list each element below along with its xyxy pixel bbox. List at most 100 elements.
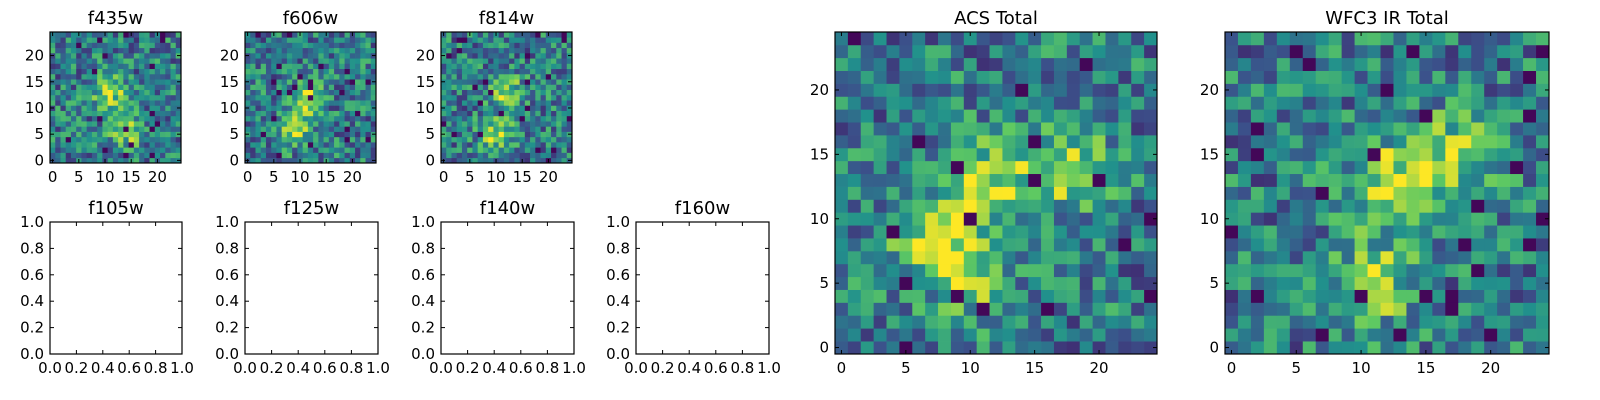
- heatmap-cell: [1393, 328, 1407, 342]
- heatmap-cell: [97, 32, 103, 38]
- heatmap-cell: [1380, 122, 1394, 136]
- heatmap-cell: [65, 152, 72, 159]
- heatmap-cell: [1053, 44, 1068, 59]
- heatmap-cell: [370, 126, 377, 132]
- heatmap-cell: [154, 42, 161, 49]
- heatmap-cell: [292, 121, 298, 127]
- heatmap-cell: [530, 131, 536, 138]
- heatmap-cell: [1471, 186, 1485, 200]
- heatmap-cell: [276, 84, 283, 90]
- heatmap-cell: [255, 100, 262, 106]
- heatmap-cell: [1092, 328, 1106, 342]
- heatmap-cell: [355, 89, 361, 96]
- heatmap-cell: [365, 142, 372, 148]
- heatmap-cell: [50, 37, 56, 43]
- heatmap-cell: [60, 110, 67, 117]
- heatmap-cell: [149, 126, 156, 132]
- heatmap-cell: [265, 73, 272, 80]
- heatmap-cell: [265, 42, 272, 49]
- heatmap-cell: [482, 157, 489, 164]
- heatmap-cell: [1144, 109, 1158, 123]
- heatmap-cell: [70, 84, 77, 90]
- heatmap-cell: [561, 68, 568, 75]
- heatmap-cell: [318, 121, 324, 127]
- heatmap-cell: [835, 212, 849, 226]
- heatmap-cell: [1367, 147, 1381, 162]
- heatmap-cell: [524, 126, 531, 132]
- heatmap-cell: [1263, 70, 1278, 84]
- heatmap-cell: [307, 105, 314, 111]
- heatmap-cell: [328, 126, 335, 132]
- heatmap-cell: [899, 147, 913, 162]
- heatmap-cell: [86, 32, 93, 38]
- heatmap-cell: [318, 136, 324, 143]
- heatmap-cell: [1458, 341, 1472, 355]
- heatmap-cell: [250, 89, 256, 96]
- heatmap-cell: [556, 142, 562, 148]
- heatmap-cell: [566, 142, 573, 148]
- heatmap-cell: [160, 79, 166, 85]
- heatmap-cell: [1380, 70, 1394, 84]
- heatmap-cell: [55, 73, 61, 80]
- heatmap-cell: [123, 136, 129, 143]
- heatmap-cell: [1406, 289, 1420, 303]
- heatmap-cell: [925, 147, 939, 162]
- heatmap-cell: [1523, 135, 1537, 149]
- heatmap-cell: [1458, 276, 1472, 290]
- heatmap-cell: [1367, 225, 1381, 239]
- heatmap-cell: [128, 126, 135, 132]
- heatmap-cell: [1510, 289, 1524, 303]
- heatmap-cell: [899, 96, 913, 110]
- heatmap-cell: [545, 147, 552, 153]
- heatmap-cell: [370, 84, 377, 90]
- heatmap-cell: [323, 131, 330, 138]
- heatmap-cell: [498, 37, 505, 43]
- heatmap-cell: [355, 100, 361, 106]
- heatmap-cell: [50, 115, 56, 122]
- heatmap-cell: [97, 94, 103, 101]
- heatmap-cell: [912, 109, 926, 123]
- heatmap-cell: [292, 131, 298, 138]
- heatmap-cell: [360, 84, 366, 90]
- heatmap-cell: [1276, 122, 1291, 136]
- heatmap-cell: [271, 131, 277, 138]
- heatmap-cell: [355, 131, 361, 138]
- heatmap-cell: [1341, 83, 1355, 97]
- heatmap-cell: [70, 142, 77, 148]
- heatmap-cell: [302, 68, 309, 75]
- heatmap-cell: [477, 147, 484, 153]
- heatmap-cell: [938, 173, 952, 187]
- heatmap-cell: [360, 147, 366, 153]
- heatmap-cell: [477, 136, 484, 143]
- heatmap-cell: [118, 131, 124, 138]
- heatmap-cell: [1328, 328, 1342, 342]
- heatmap-cell: [260, 157, 267, 164]
- heatmap-cell: [1237, 96, 1252, 110]
- heatmap-cell: [545, 115, 552, 122]
- y-tick-label: 0.2: [20, 319, 44, 337]
- heatmap-cell: [323, 58, 330, 64]
- heatmap-cell: [286, 105, 293, 111]
- heatmap-cell: [467, 52, 473, 59]
- heatmap-cell: [488, 94, 494, 101]
- heatmap-cell: [1289, 199, 1304, 213]
- heatmap-cell: [1092, 32, 1106, 46]
- heatmap-cell: [250, 115, 256, 122]
- heatmap-cell: [149, 136, 156, 143]
- heatmap-cell: [835, 302, 849, 316]
- heatmap-cell: [530, 37, 536, 43]
- heatmap-cell: [899, 263, 913, 278]
- heatmap-cell: [540, 136, 547, 143]
- heatmap-cell: [149, 37, 156, 43]
- heatmap-cell: [370, 47, 377, 54]
- heatmap-cell: [519, 121, 526, 127]
- heatmap-cell: [467, 42, 473, 49]
- heatmap-cell: [1536, 160, 1550, 175]
- heatmap-cell: [1015, 122, 1029, 136]
- heatmap-cell: [519, 152, 526, 159]
- heatmap-cell: [524, 84, 531, 90]
- heatmap-cell: [149, 63, 156, 70]
- heatmap-cell: [1484, 70, 1498, 84]
- heatmap-cell: [1002, 57, 1016, 71]
- heatmap-cell: [1393, 83, 1407, 97]
